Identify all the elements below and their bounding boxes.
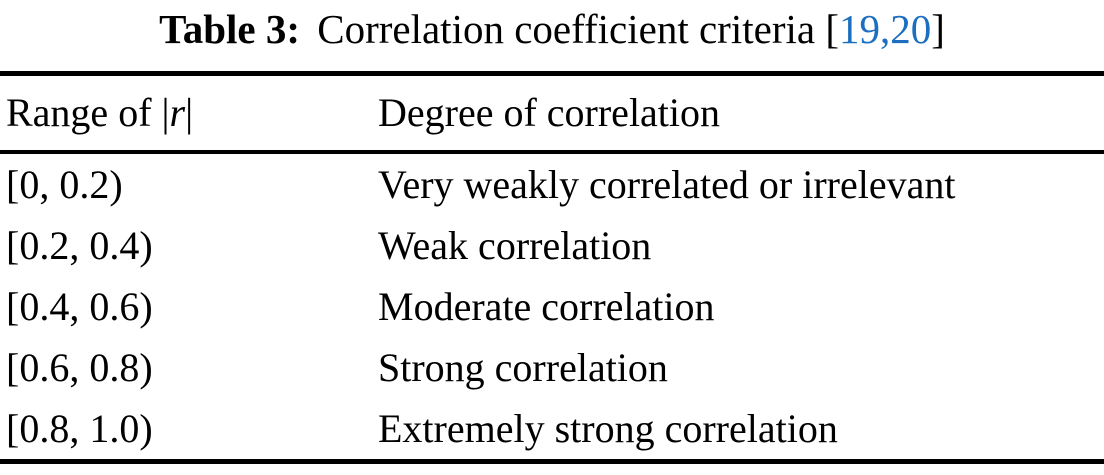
range-cell: [0.8, 1.0) — [6, 405, 153, 451]
variable-r: r — [169, 90, 186, 135]
citation-separator: , — [879, 6, 891, 52]
range-cell: [0.2, 0.4) — [6, 222, 153, 268]
table-body: [0, 0.2) Very weakly correlated or irrel… — [0, 154, 1104, 459]
citation-link-20[interactable]: 20 — [890, 6, 932, 52]
table-row: [0.6, 0.8) Strong correlation — [0, 337, 1104, 398]
abs-bar-right: | — [185, 90, 194, 135]
table-top-rule — [0, 71, 1104, 76]
table-row: [0.4, 0.6) Moderate correlation — [0, 276, 1104, 337]
range-header-text: Range of — [6, 90, 162, 135]
range-cell: [0, 0.2) — [6, 161, 123, 207]
citation-link-19[interactable]: 19 — [838, 6, 880, 52]
column-header-range: Range of |r| — [0, 93, 378, 133]
degree-cell: Moderate correlation — [378, 283, 715, 329]
range-cell: [0.4, 0.6) — [6, 283, 153, 329]
degree-cell: Weak correlation — [378, 222, 652, 268]
citation-close-bracket: ] — [931, 6, 945, 52]
table-row: [0.8, 1.0) Extremely strong correlation — [0, 398, 1104, 459]
column-header-degree: Degree of correlation — [378, 90, 721, 135]
table-caption-label: Table 3: — [159, 6, 301, 52]
table-header-row: Range of |r| Degree of correlation — [0, 76, 1104, 150]
table-row: [0.2, 0.4) Weak correlation — [0, 215, 1104, 276]
table-caption: Table 3: Correlation coefficient criteria… — [0, 0, 1104, 56]
citation-open-bracket: [ — [825, 6, 839, 52]
degree-cell: Extremely strong correlation — [378, 405, 838, 451]
citation-group: [19,20] — [825, 6, 945, 52]
correlation-criteria-table: Range of |r| Degree of correlation [0, 0… — [0, 71, 1104, 464]
abs-bar-left: | — [161, 90, 170, 135]
table-bottom-rule — [0, 459, 1104, 464]
degree-cell: Strong correlation — [378, 344, 668, 390]
table-caption-title: Correlation coefficient criteria — [317, 6, 816, 52]
table-mid-rule — [0, 150, 1104, 154]
range-cell: [0.6, 0.8) — [6, 344, 153, 390]
table-row: [0, 0.2) Very weakly correlated or irrel… — [0, 154, 1104, 215]
degree-cell: Very weakly correlated or irrelevant — [378, 161, 956, 207]
